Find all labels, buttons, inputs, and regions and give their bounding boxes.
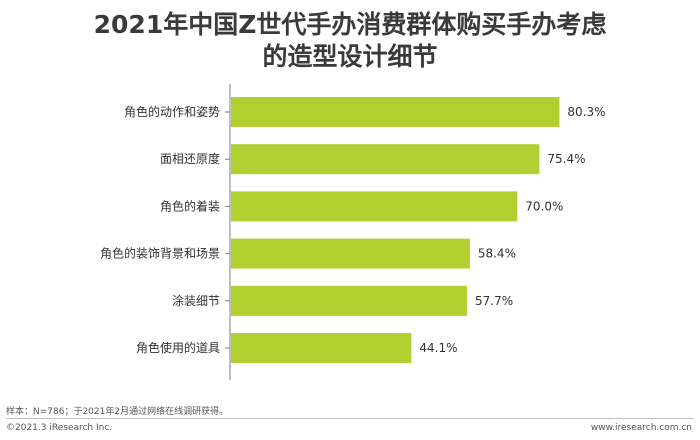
bar-value-label: 44.1% [419,341,457,355]
website-link[interactable]: www.iresearch.com.cn [590,423,692,433]
bar [231,97,560,127]
category-label: 涂装细节 [172,293,220,308]
category-label: 角色使用的道具 [136,340,220,355]
bar-value-label: 75.4% [547,152,585,166]
bar [231,333,412,363]
chart-title-line-2: 的造型设计细节 [262,42,438,71]
category-label: 角色的装饰背景和场景 [100,246,220,261]
category-label: 面相还原度 [160,151,220,166]
copyright-text: ©2021.3 iResearch Inc. [6,423,113,433]
bar-value-label: 58.4% [478,247,516,261]
bar [231,238,470,269]
bar-value-label: 80.3% [567,105,605,119]
bar [231,285,467,316]
chart-title-line-1: 2021年中国Z世代手办消费群体购买手办考虑 [93,10,607,39]
sample-footnote: 样本：N=786；于2021年2月通过网络在线调研获得。 [6,407,229,417]
bar-value-label: 70.0% [525,199,563,213]
bar [231,191,518,222]
category-label: 角色的动作和姿势 [124,104,220,119]
footer-divider [6,418,694,419]
bar-value-label: 57.7% [475,294,513,308]
bar [231,144,540,175]
category-label: 角色的着装 [160,198,220,213]
